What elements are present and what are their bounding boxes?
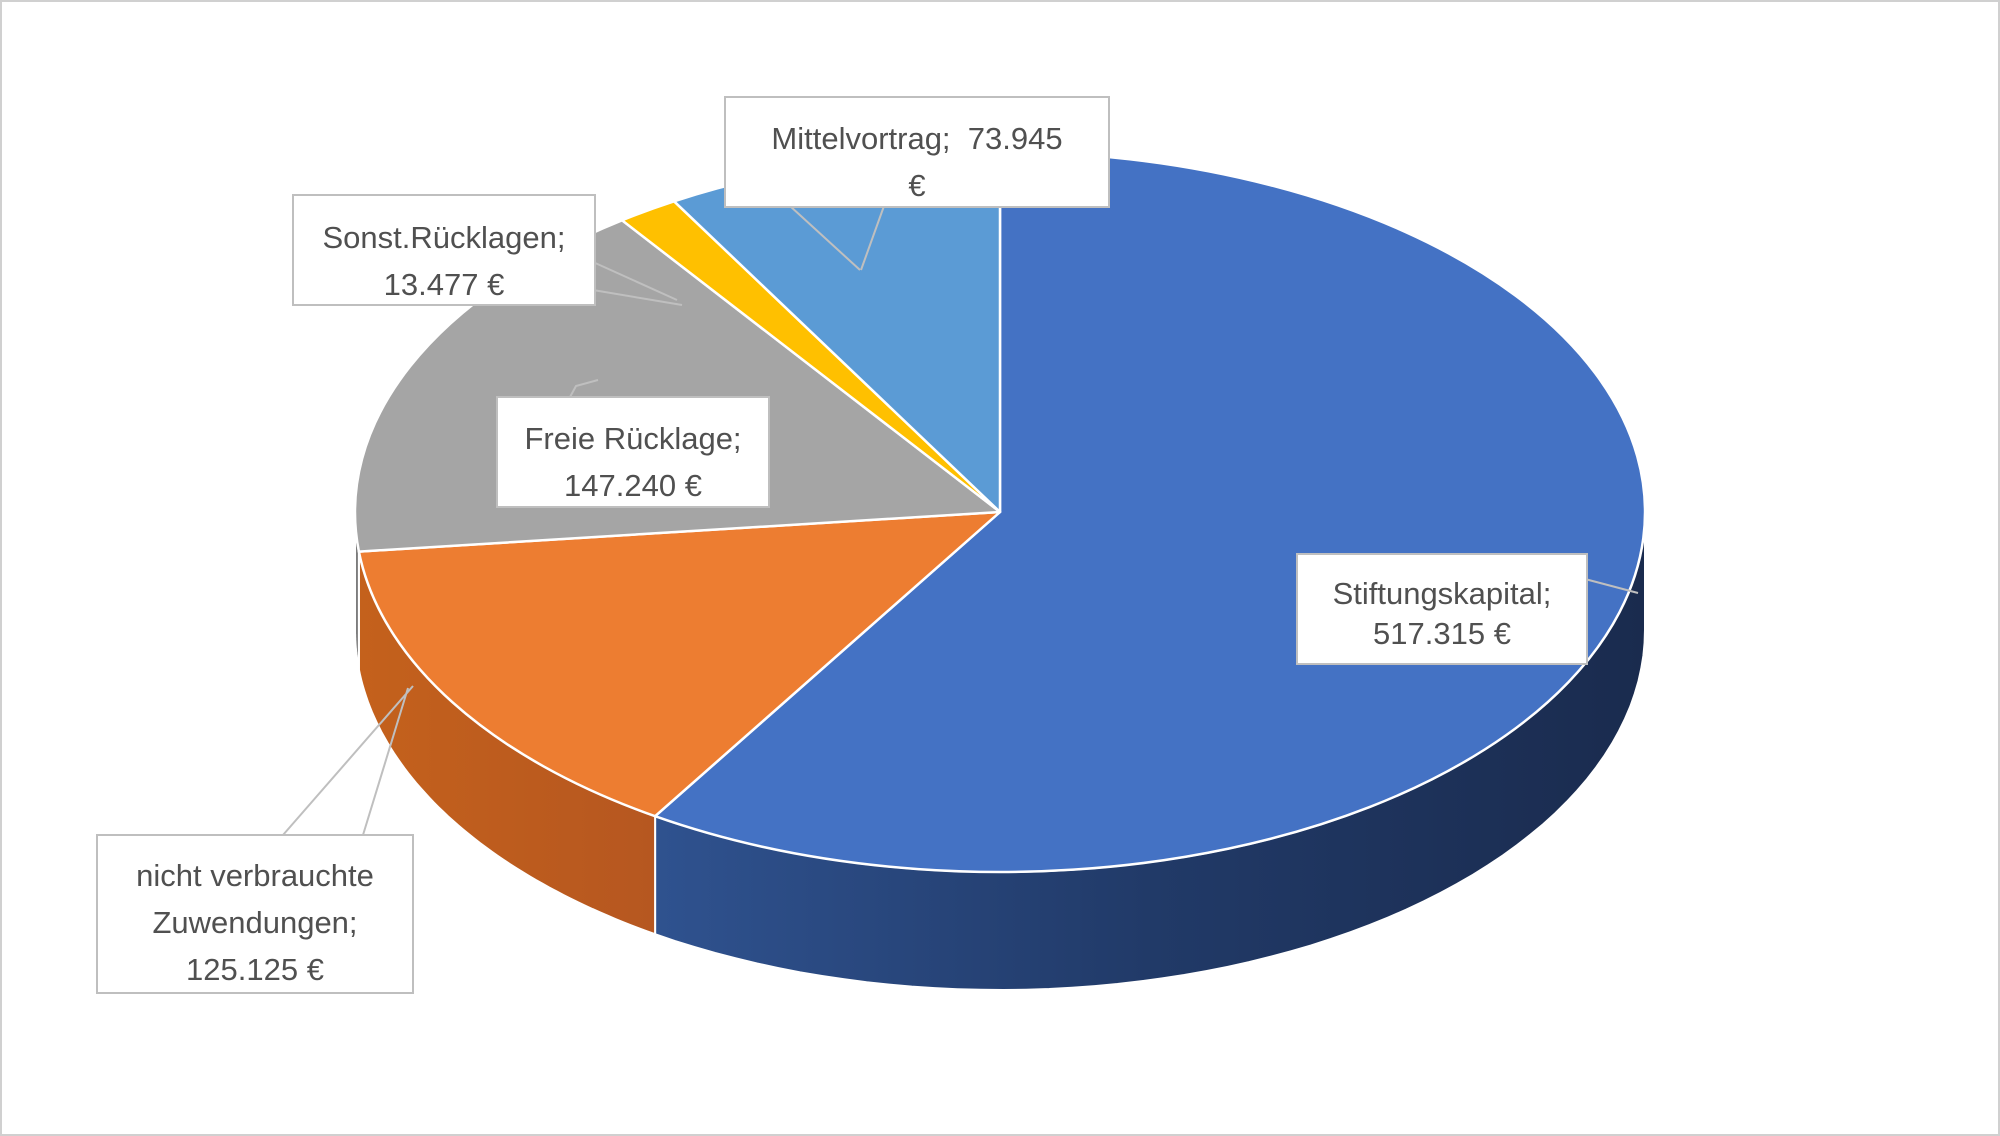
data-label-text: Mittelvortrag; 73.945 [771, 121, 1062, 156]
label-leaders [282, 205, 1639, 836]
pie-slice-0 [653, 150, 1647, 874]
data-label-4: Mittelvortrag; 73.945 € [724, 96, 1110, 208]
data-labels: Stiftungskapital; 517.315 € nicht verbrauc… [96, 96, 1588, 994]
label-leader-4 [789, 205, 885, 271]
data-label-box [292, 194, 596, 306]
data-label-0: Stiftungskapital; 517.315 € [1296, 553, 1588, 665]
data-label-text: 147.240 € [564, 468, 702, 503]
data-label-box [496, 396, 770, 508]
data-label-3: Sonst.Rücklagen; 13.477 € [292, 194, 596, 306]
pie-slice-1 [357, 510, 1002, 818]
label-leader-1 [282, 685, 414, 836]
data-label-text: € [908, 168, 925, 203]
data-label-text: 125.125 € [186, 952, 324, 987]
label-leader-0 [1584, 578, 1639, 594]
data-label-2: Freie Rücklage; 147.240 € [496, 396, 770, 508]
data-label-1: nicht verbrauchte Zuwendungen; 125.125 € [96, 834, 414, 994]
data-label-box [1296, 553, 1588, 665]
data-label-text: 13.477 € [384, 267, 505, 302]
data-label-text: Freie Rücklage; [524, 421, 741, 456]
data-label-box [724, 96, 1110, 208]
label-leader-3 [592, 261, 683, 306]
data-label-text: Zuwendungen; [152, 905, 357, 940]
data-label-text: 517.315 € [1373, 616, 1511, 651]
label-leader-2 [569, 379, 599, 398]
data-label-text: Sonst.Rücklagen; [323, 220, 566, 255]
data-label-box [96, 834, 414, 994]
data-label-text: nicht verbrauchte [136, 858, 374, 893]
data-label-text: Stiftungskapital; [1333, 576, 1552, 611]
